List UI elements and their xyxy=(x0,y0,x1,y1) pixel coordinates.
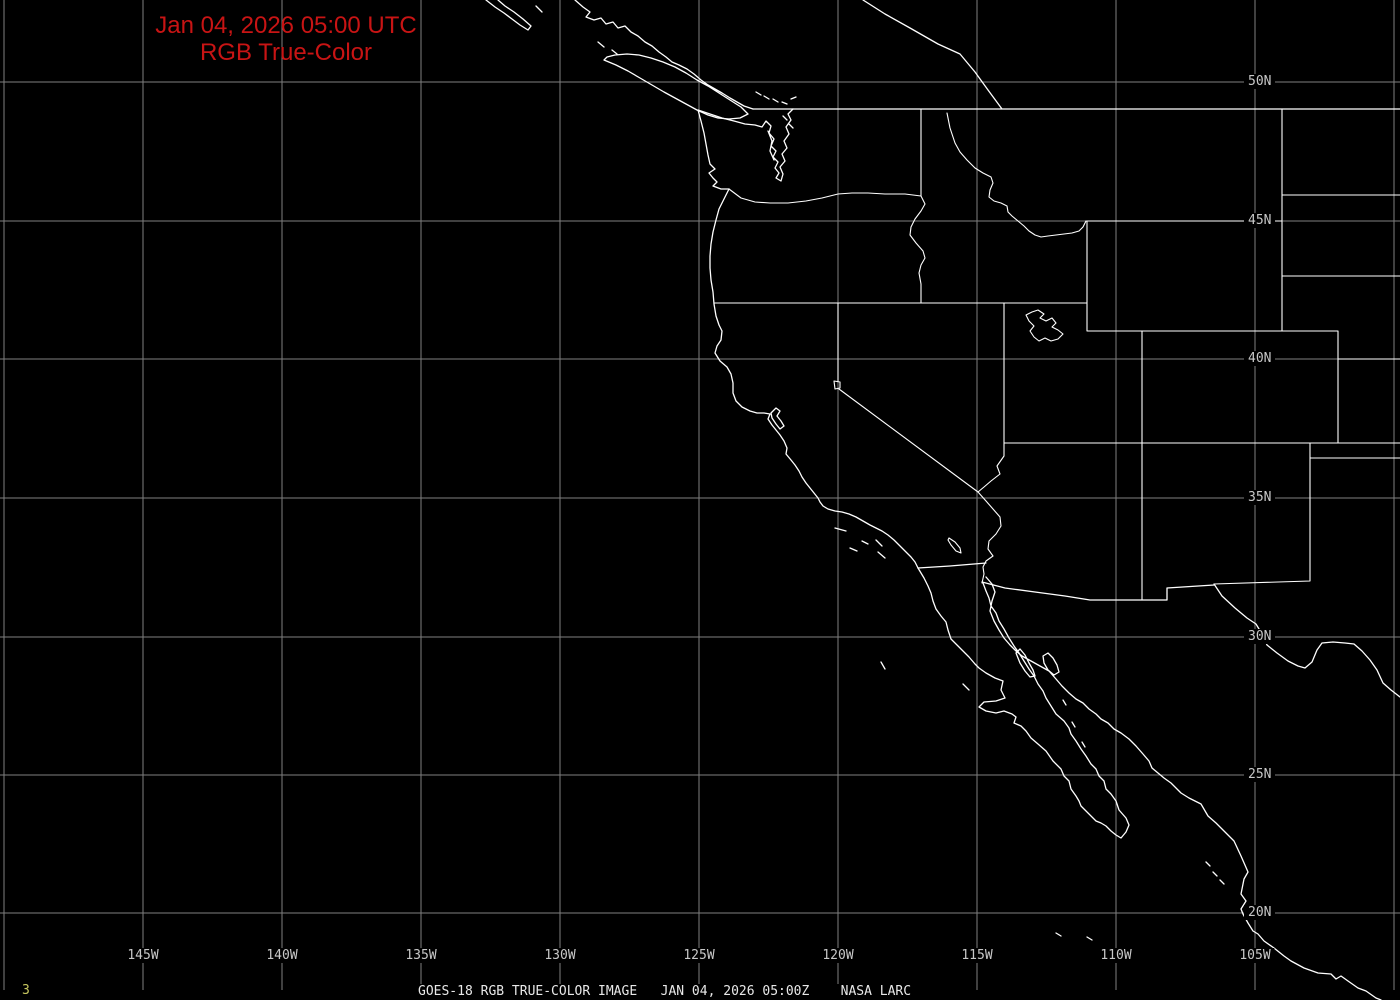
latitude-label: 50N xyxy=(1244,74,1276,89)
lakes xyxy=(833,309,1064,554)
timestamp-label: Jan 04, 2026 05:00 UTC xyxy=(155,12,417,39)
longitude-label: 105W xyxy=(1235,948,1275,963)
latitude-label: 35N xyxy=(1244,490,1276,505)
latitude-label: 45N xyxy=(1244,213,1276,228)
us-mexico-border xyxy=(917,562,1400,698)
product-label: RGB True-Color xyxy=(199,39,373,66)
longitude-label: 135W xyxy=(401,948,441,963)
state-borders xyxy=(713,108,1400,601)
latitude-label: 20N xyxy=(1244,905,1276,920)
colorado-river xyxy=(977,442,1005,584)
latitude-label: 25N xyxy=(1244,767,1276,782)
longitude-label: 120W xyxy=(818,948,858,963)
longitude-label: 130W xyxy=(540,948,580,963)
mexico-coastline xyxy=(917,567,1382,1000)
image-caption: GOES-18 RGB TRUE-COLOR IMAGE JAN 04, 202… xyxy=(418,984,912,999)
latitude-label: 30N xyxy=(1244,629,1276,644)
map-outlines xyxy=(485,0,1400,1000)
longitude-label: 110W xyxy=(1096,948,1136,963)
longitude-label: 125W xyxy=(679,948,719,963)
longitude-label: 115W xyxy=(957,948,997,963)
longitude-label: 140W xyxy=(262,948,302,963)
longitude-label: 145W xyxy=(123,948,163,963)
canada-us-border xyxy=(752,0,1400,110)
us-west-coastline xyxy=(697,108,919,670)
latitude-label: 40N xyxy=(1244,351,1276,366)
title-block: Jan 04, 2026 05:00 UTC RGB True-Color xyxy=(120,12,452,66)
canada-coastline xyxy=(485,0,797,120)
frame-number: 3 xyxy=(22,983,30,998)
